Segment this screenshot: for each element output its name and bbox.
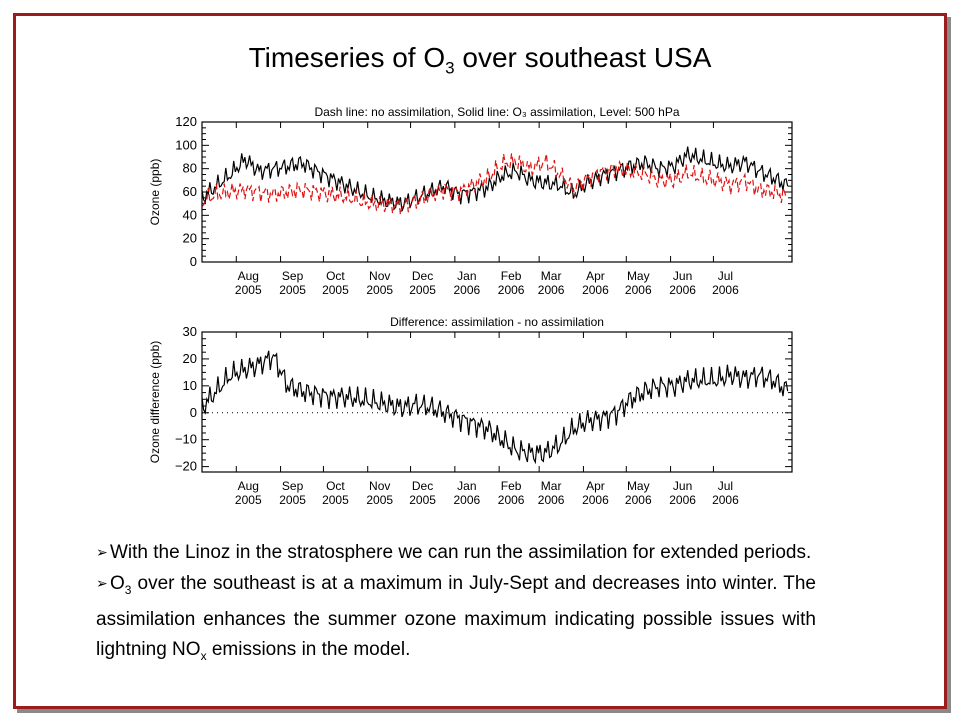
arrow-bullet-icon: ➢ — [96, 575, 108, 591]
title-suffix: over southeast USA — [454, 42, 712, 73]
y-tick-label: 30 — [183, 324, 197, 339]
x-tick-label-year: 2005 — [366, 283, 393, 297]
x-tick-label-year: 2006 — [669, 283, 696, 297]
x-tick-label-year: 2006 — [582, 283, 609, 297]
x-tick-label-year: 2005 — [409, 283, 436, 297]
x-tick-label-year: 2006 — [669, 493, 696, 507]
x-tick-label-month: Jul — [718, 479, 733, 493]
ozone-timeseries-chart: Dash line: no assimilation, Solid line: … — [148, 105, 793, 297]
x-tick-label-month: Jun — [673, 479, 692, 493]
series-line-no-assimilation — [201, 153, 788, 215]
x-tick-label-month: Mar — [541, 269, 562, 283]
slide-frame — [13, 13, 947, 709]
x-tick-label-year: 2006 — [498, 283, 525, 297]
x-tick-label-year: 2006 — [454, 283, 481, 297]
y-tick-label: 20 — [183, 351, 197, 366]
y-tick-label: −20 — [175, 459, 197, 474]
bullet-list: ➢ With the Linoz in the stratosphere we c… — [96, 537, 816, 671]
x-tick-label-month: Apr — [586, 269, 605, 283]
x-tick-label-month: Feb — [501, 269, 522, 283]
series-line-assimilation — [201, 350, 789, 465]
series-line-assimilation — [201, 146, 789, 212]
y-axis-label: Ozone difference (ppb) — [148, 341, 162, 464]
x-tick-label-month: Mar — [541, 479, 562, 493]
x-tick-label-year: 2006 — [625, 493, 652, 507]
x-tick-label-year: 2005 — [409, 493, 436, 507]
x-tick-label-year: 2006 — [712, 493, 739, 507]
plot-frame — [201, 331, 793, 473]
y-tick-label: 100 — [175, 137, 197, 152]
y-tick-label: 60 — [183, 184, 197, 199]
x-tick-label-month: Feb — [501, 479, 522, 493]
bullet-subscript-3: 3 — [124, 582, 132, 597]
x-tick-label-month: Jul — [718, 269, 733, 283]
y-tick-label: 10 — [183, 378, 197, 393]
bullet-text-part3: emissions in the model. — [206, 638, 411, 660]
y-tick-label: 0 — [190, 254, 197, 269]
x-tick-label-month: Nov — [369, 269, 390, 283]
bullet-text: With the Linoz in the stratosphere we ca… — [110, 542, 812, 563]
x-tick-label-year: 2005 — [322, 283, 349, 297]
x-tick-label-month: Jan — [457, 479, 476, 493]
x-tick-label-year: 2005 — [279, 493, 306, 507]
x-tick-label-year: 2005 — [235, 493, 262, 507]
x-tick-label-year: 2005 — [366, 493, 393, 507]
x-tick-label-year: 2006 — [582, 493, 609, 507]
slide-title: Timeseries of O3 over southeast USA — [0, 42, 960, 79]
ozone-difference-chart: Difference: assimilation - no assimilati… — [148, 315, 793, 507]
y-tick-label: −10 — [175, 432, 197, 447]
x-tick-label-month: Sep — [282, 479, 304, 493]
x-tick-label-year: 2006 — [498, 493, 525, 507]
y-axis-label: Ozone (ppb) — [148, 159, 162, 226]
y-tick-label: 0 — [190, 405, 197, 420]
x-tick-label-year: 2006 — [454, 493, 481, 507]
x-tick-label-year: 2006 — [712, 283, 739, 297]
bullet-item: ➢ O3 over the southeast is at a maximum i… — [96, 568, 816, 671]
bullet-text-part2: over the southeast is at a maximum in Ju… — [96, 573, 816, 660]
y-tick-label: 40 — [183, 207, 197, 222]
x-tick-label-month: Aug — [238, 479, 259, 493]
title-prefix: Timeseries of O — [248, 42, 446, 73]
bullet-subscript-x: x — [200, 648, 207, 663]
bullet-item: ➢ With the Linoz in the stratosphere we c… — [96, 537, 816, 568]
x-tick-label-month: Aug — [238, 269, 259, 283]
x-tick-label-month: May — [627, 479, 650, 493]
x-tick-label-month: Sep — [282, 269, 304, 283]
x-tick-label-month: May — [627, 269, 650, 283]
plot-frame — [201, 121, 793, 263]
bullet-text-part1: O — [110, 573, 125, 594]
x-tick-label-year: 2005 — [279, 283, 306, 297]
x-tick-label-month: Dec — [412, 479, 433, 493]
arrow-bullet-icon: ➢ — [96, 544, 108, 560]
x-tick-label-year: 2006 — [625, 283, 652, 297]
x-tick-label-month: Oct — [326, 479, 345, 493]
x-tick-label-month: Jan — [457, 269, 476, 283]
chart-title: Dash line: no assimilation, Solid line: … — [314, 105, 679, 119]
x-tick-label-year: 2005 — [235, 283, 262, 297]
title-subscript: 3 — [445, 58, 455, 78]
x-tick-label-year: 2005 — [322, 493, 349, 507]
chart-title: Difference: assimilation - no assimilati… — [390, 315, 604, 329]
x-tick-label-year: 2006 — [538, 283, 565, 297]
x-tick-label-month: Dec — [412, 269, 433, 283]
y-tick-label: 20 — [183, 231, 197, 246]
y-tick-label: 80 — [183, 161, 197, 176]
x-tick-label-month: Apr — [586, 479, 605, 493]
x-tick-label-month: Jun — [673, 269, 692, 283]
x-tick-label-month: Oct — [326, 269, 345, 283]
y-tick-label: 120 — [175, 114, 197, 129]
x-tick-label-year: 2006 — [538, 493, 565, 507]
x-tick-label-month: Nov — [369, 479, 390, 493]
